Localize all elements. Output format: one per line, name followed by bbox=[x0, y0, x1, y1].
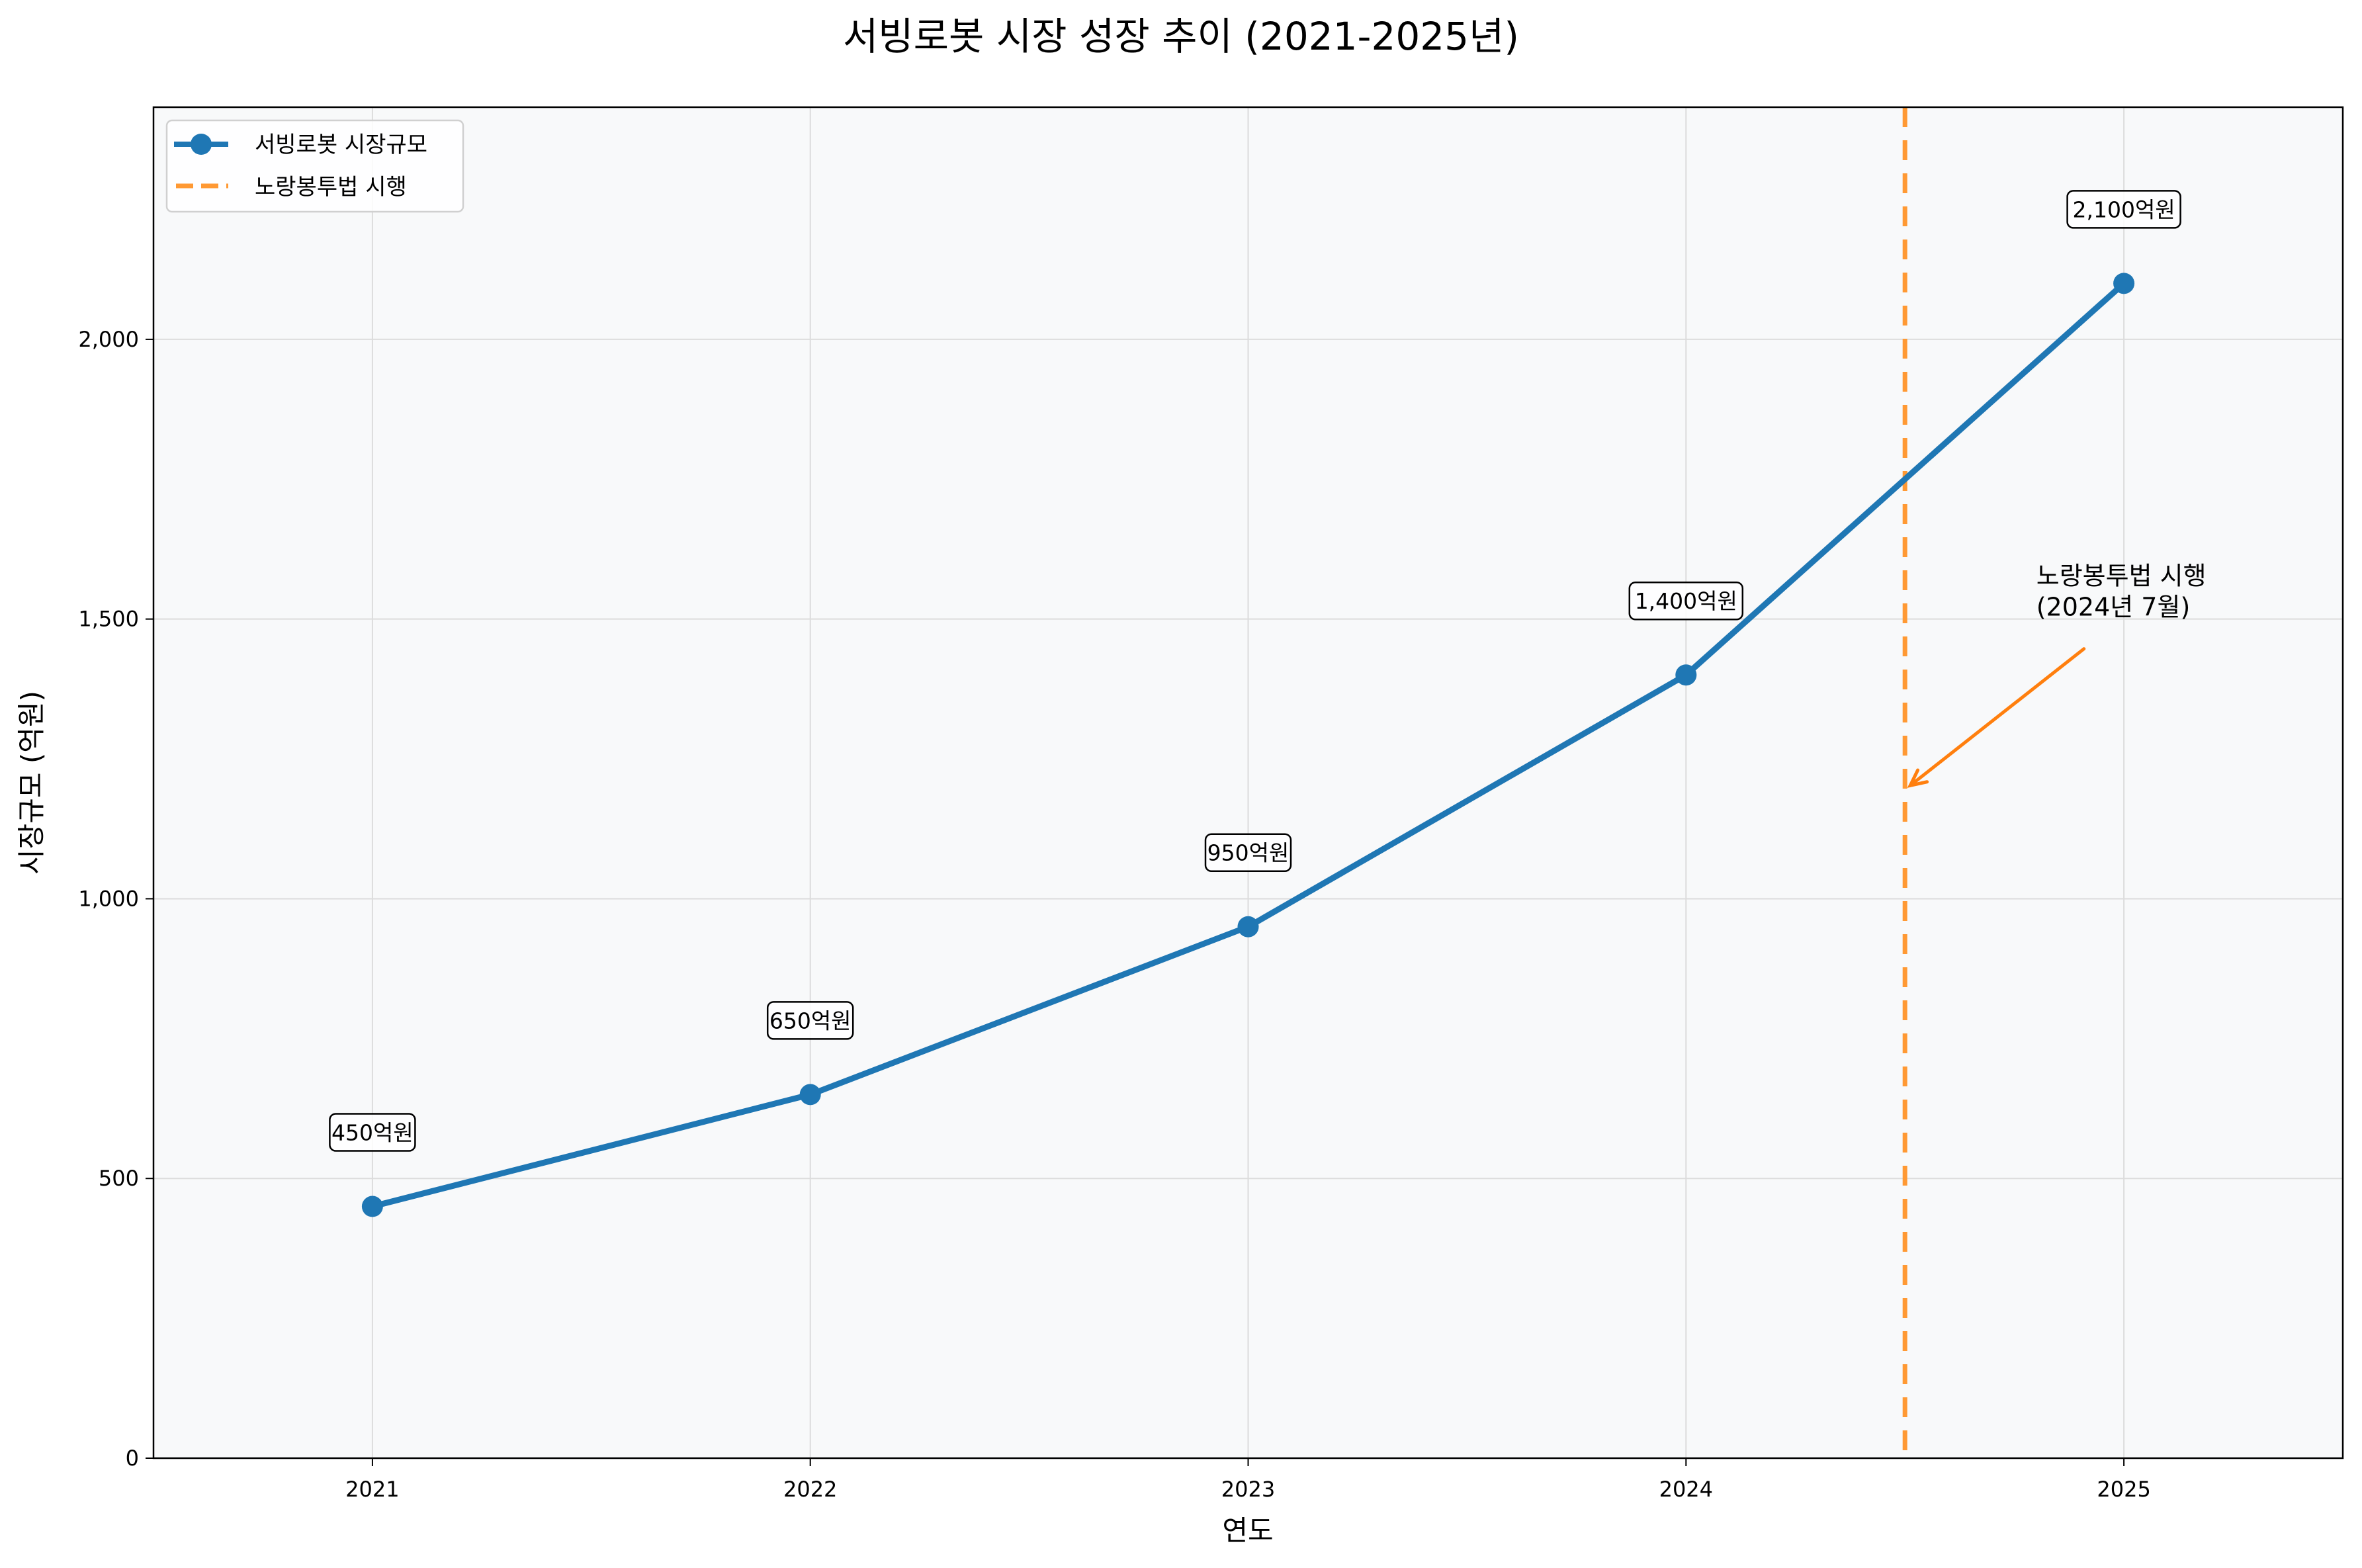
data-label-box bbox=[329, 1113, 416, 1152]
x-tick-label: 2023 bbox=[1221, 1477, 1275, 1502]
legend: 서빙로봇 시장규모 노랑봉투법 시행 bbox=[165, 119, 464, 213]
y-tick-label: 1,500 bbox=[78, 607, 139, 632]
y-tick-label: 1,000 bbox=[78, 886, 139, 911]
y-tick-label: 0 bbox=[126, 1446, 139, 1471]
annotation-arrow-shaft bbox=[1908, 647, 2086, 787]
data-label: 650억원 bbox=[769, 1008, 852, 1033]
annotation-text-line2: (2024년 7월) bbox=[2036, 593, 2191, 622]
legend-box bbox=[165, 119, 464, 213]
data-point bbox=[1237, 916, 1259, 937]
x-tick-label: 2021 bbox=[345, 1477, 399, 1502]
x-axis-label: 연도 bbox=[1222, 1514, 1273, 1547]
data-label-box bbox=[2066, 190, 2181, 229]
y-tick-label: 2,000 bbox=[78, 327, 139, 352]
data-label-box bbox=[766, 1001, 854, 1040]
data-label: 2,100억원 bbox=[2072, 196, 2175, 222]
data-point bbox=[361, 1196, 383, 1217]
data-point bbox=[799, 1084, 821, 1106]
data-labels: 450억원 650억원 950억원 1,400억원 2,100억원 bbox=[329, 190, 2181, 1152]
x-tick-label: 2025 bbox=[2097, 1477, 2150, 1502]
y-axis-label: 시장규모 (억원) bbox=[15, 691, 48, 875]
data-point bbox=[1675, 664, 1697, 686]
data-label-box bbox=[1628, 581, 1744, 621]
legend-label-vline: 노랑봉투법 시행 bbox=[255, 174, 407, 200]
data-point bbox=[2113, 273, 2135, 294]
x-tick-label: 2024 bbox=[1659, 1477, 1713, 1502]
data-label: 1,400억원 bbox=[1635, 588, 1737, 614]
series-group bbox=[361, 273, 2135, 1217]
x-tick-label: 2022 bbox=[783, 1477, 837, 1502]
data-label-box bbox=[1204, 833, 1292, 872]
legend-circle-marker bbox=[191, 134, 212, 155]
data-label: 950억원 bbox=[1207, 840, 1290, 866]
data-label: 450억원 bbox=[331, 1120, 414, 1146]
annotation: 노랑봉투법 시행(2024년 7월) bbox=[1907, 562, 2207, 788]
legend-label-series: 서빙로봇 시장규모 bbox=[255, 132, 427, 158]
ticks: 2021 2022 2023 2024 2025 0 500 1,000 1,500 2,000 bbox=[78, 327, 2150, 1502]
y-tick-label: 500 bbox=[99, 1166, 139, 1191]
annotation-arrow-head bbox=[1907, 768, 1929, 788]
chart-title: 서빙로봇 시장 성장 추이 (2021-2025년) bbox=[843, 14, 1519, 59]
annotation-text-line1: 노랑봉투법 시행 bbox=[2036, 562, 2207, 591]
